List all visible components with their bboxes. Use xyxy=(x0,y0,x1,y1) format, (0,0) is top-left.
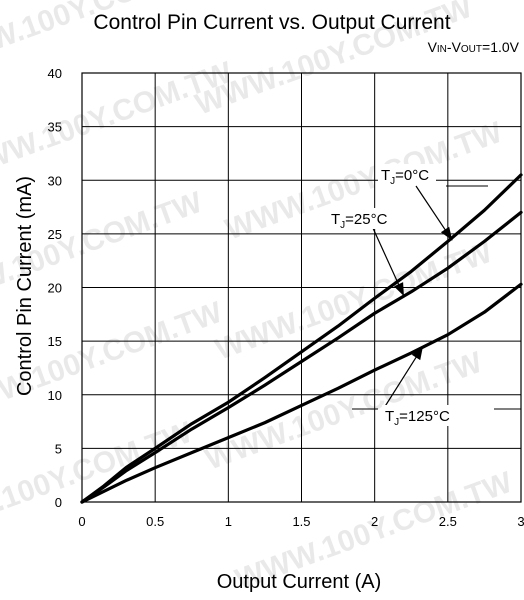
y-tick-label: 10 xyxy=(48,388,62,403)
x-tick-label: 2 xyxy=(371,514,378,529)
series-lines xyxy=(80,173,523,504)
y-tick-label: 35 xyxy=(48,120,62,135)
annotation-label: TJ=0°C xyxy=(381,167,429,187)
annotation-label: TJ=25°C xyxy=(331,211,388,231)
chart-title: Control Pin Current vs. Output Current xyxy=(93,11,450,34)
annotation-label-bg xyxy=(382,405,458,426)
series-line-2 xyxy=(80,282,523,504)
y-tick-label: 20 xyxy=(48,281,62,296)
grid xyxy=(81,72,522,503)
x-axis-label: Output Current (A) xyxy=(217,571,382,593)
annotation-arrow-head xyxy=(440,226,453,241)
plot-frame xyxy=(81,72,522,503)
y-tick-label: 40 xyxy=(48,66,62,81)
annotation-label-bg xyxy=(328,208,394,229)
annotation-label: TJ=125°C xyxy=(385,408,450,428)
test-condition: VIN-VOUT=1.0V xyxy=(428,39,520,55)
y-tick-label: 15 xyxy=(48,334,62,349)
y-tick-label: 25 xyxy=(48,227,62,242)
y-tick-label: 30 xyxy=(48,173,62,188)
annotation-label-bg xyxy=(378,164,436,185)
watermark-text: WWW.100Y.COM.TW xyxy=(0,416,197,547)
annotation-arrow-head xyxy=(393,282,404,297)
y-axis-label: Control Pin Current (mA) xyxy=(14,176,36,396)
annotation-arrow-head xyxy=(411,346,423,361)
x-tick-label: 0 xyxy=(78,514,85,529)
x-tick-label: 1.5 xyxy=(292,514,310,529)
x-tick-label: 3 xyxy=(517,514,524,529)
watermark-text: WWW.100Y.COM.TW xyxy=(211,236,497,367)
y-tick-label: 5 xyxy=(55,441,62,456)
series-line-0 xyxy=(80,173,523,504)
x-tick-label: 2.5 xyxy=(439,514,457,529)
y-tick-label: 0 xyxy=(55,495,62,510)
x-tick-label: 1 xyxy=(225,514,232,529)
x-tick-label: 0.5 xyxy=(146,514,164,529)
annotations: TJ=0°C TJ=25°C TJ=125°C xyxy=(328,164,521,428)
series-line-1 xyxy=(80,210,523,504)
